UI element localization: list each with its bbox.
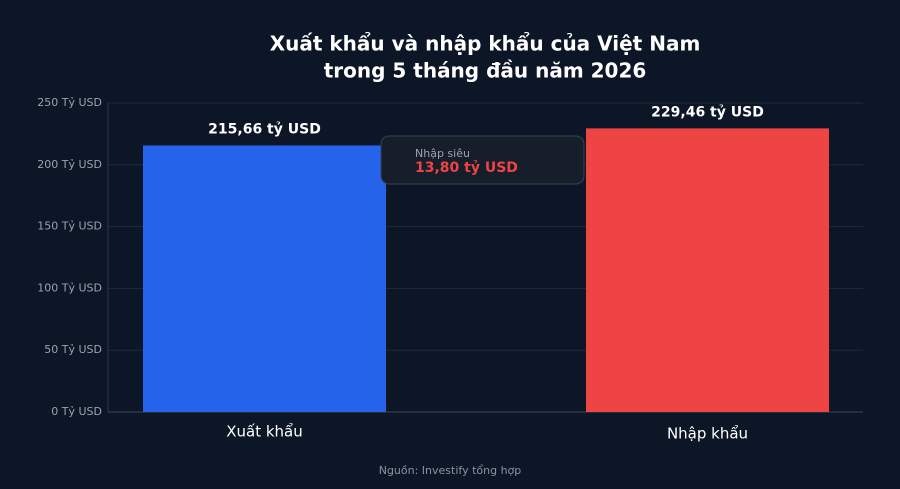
value-label: 215,66 tỷ USD <box>208 121 321 137</box>
x-tick-label: Xuất khẩu <box>226 423 303 441</box>
value-label: 229,46 tỷ USD <box>651 104 764 120</box>
y-tick-label: 200 Tỷ USD <box>37 158 102 171</box>
chart-title: Xuất khẩu và nhập khẩu của Việt Nam <box>270 32 701 56</box>
y-tick-label: 0 Tỷ USD <box>51 405 102 418</box>
y-tick-label: 250 Tỷ USD <box>37 96 102 109</box>
x-tick-label: Nhập khẩu <box>667 425 748 443</box>
bar <box>586 128 829 412</box>
y-tick-label: 150 Tỷ USD <box>37 220 102 233</box>
annotation-box <box>380 135 585 185</box>
y-tick-label: 100 Tỷ USD <box>37 281 102 294</box>
chart-title: trong 5 tháng đầu năm 2026 <box>324 59 647 83</box>
bar <box>143 145 386 412</box>
annotation-title: Nhập siêu <box>415 147 470 160</box>
y-tick-label: 50 Tỷ USD <box>44 343 102 356</box>
source: Nguồn: Investify tổng hợp <box>379 464 522 477</box>
annotation-text: 13,80 tỷ USD <box>415 160 518 176</box>
